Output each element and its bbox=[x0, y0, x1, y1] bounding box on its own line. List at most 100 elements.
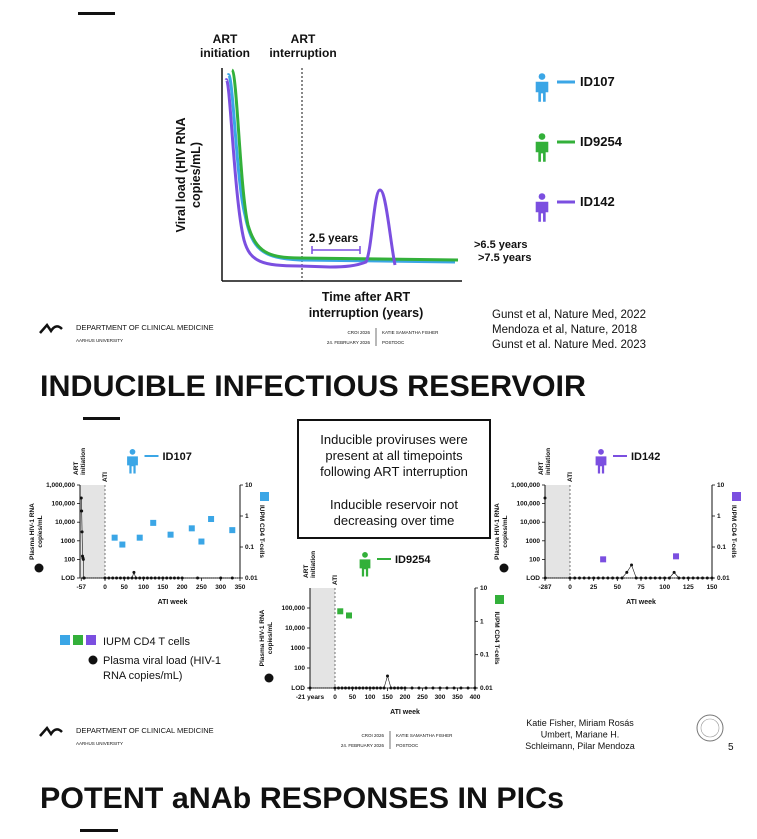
viral-load-point bbox=[601, 576, 605, 580]
viral-load-point bbox=[122, 576, 126, 580]
viral-load-point bbox=[587, 576, 591, 580]
y-tick-label: LOD bbox=[61, 575, 75, 582]
box-text: Inducible reservoir not bbox=[330, 497, 458, 512]
iupm-symbol bbox=[732, 492, 741, 501]
viral-load-point bbox=[543, 576, 547, 580]
y-axis-label: Plasma HIV-1 RNA bbox=[494, 503, 501, 560]
viral-load-point bbox=[149, 576, 153, 580]
iupm-symbol bbox=[260, 492, 269, 501]
person-icon bbox=[129, 449, 136, 455]
university: AARHUS UNIVERSITY bbox=[76, 741, 123, 746]
annotation: 2.5 years bbox=[309, 233, 358, 245]
university: AARHUS UNIVERSITY bbox=[76, 338, 123, 343]
viral-load-point bbox=[648, 576, 652, 580]
x-tick-label: 300 bbox=[435, 694, 446, 701]
iupm-symbol bbox=[495, 595, 504, 604]
viral-load-point bbox=[82, 576, 86, 580]
viral-load-point bbox=[438, 686, 442, 690]
role: POSTDOC bbox=[396, 743, 419, 748]
viral-load-point bbox=[630, 563, 634, 567]
legend-swatch bbox=[88, 655, 98, 665]
viral-load-point bbox=[196, 576, 200, 580]
viral-load-point bbox=[358, 686, 361, 690]
viral-load-point bbox=[372, 686, 375, 690]
viral-load-point bbox=[582, 576, 586, 580]
person-icon bbox=[535, 201, 549, 222]
department: DEPARTMENT OF CLINICAL MEDICINE bbox=[76, 726, 214, 735]
department: DEPARTMENT OF CLINICAL MEDICINE bbox=[76, 323, 214, 332]
presenter: KATIE SAMANTHA FISHER bbox=[396, 733, 453, 738]
viral-load-point bbox=[134, 576, 138, 580]
legend-label: RNA copies/mL) bbox=[103, 670, 182, 682]
conference: CROI 2026 bbox=[361, 733, 384, 738]
x-tick-label: 200 bbox=[400, 694, 411, 701]
role: POSTDOC bbox=[382, 340, 405, 345]
y-tick-label: 1000 bbox=[61, 538, 76, 545]
person-icon bbox=[535, 141, 549, 162]
y2-axis-label: IUPM CD4 T-cells bbox=[258, 505, 265, 558]
viral-load-point bbox=[145, 576, 149, 580]
x-tick-label: 75 bbox=[637, 584, 645, 591]
y-tick-label: 100,000 bbox=[517, 501, 541, 508]
y2-tick-label: 0.01 bbox=[717, 575, 730, 582]
legend-swatch bbox=[73, 635, 83, 645]
viral-load-point bbox=[682, 576, 686, 580]
y-tick-label: LOD bbox=[526, 575, 540, 582]
y2-tick-label: 10 bbox=[480, 585, 488, 592]
y-tick-label: 100 bbox=[529, 556, 540, 563]
legend-label: ID142 bbox=[631, 451, 660, 463]
reference: Gunst et al. Nature Med. 2023 bbox=[492, 339, 646, 351]
y-axis-label: Plasma HIV-1 RNA bbox=[29, 503, 36, 560]
viral-load-point bbox=[672, 570, 676, 574]
viral-load-point bbox=[410, 686, 414, 690]
iupm-point bbox=[337, 608, 344, 615]
reference: Gunst et al, Nature Med, 2022 bbox=[492, 309, 646, 321]
person-icon bbox=[362, 552, 368, 558]
annotation: initiation bbox=[200, 46, 250, 60]
y-axis-label: Plasma HIV-1 RNA copies/mL bbox=[29, 503, 44, 560]
viral-load-point bbox=[230, 576, 234, 580]
iupm-point bbox=[119, 541, 126, 548]
y-tick-label: 100,000 bbox=[52, 501, 76, 508]
viral-load-point bbox=[115, 576, 119, 580]
y-tick-label: 1,000,000 bbox=[46, 482, 75, 489]
viral-load-point bbox=[667, 576, 671, 580]
x-axis-label: ATI week bbox=[158, 599, 188, 606]
x-tick-label: 125 bbox=[683, 584, 694, 591]
x-tick-label: 0 bbox=[568, 584, 572, 591]
presenter: KATIE SAMANTHA FISHER bbox=[382, 330, 439, 335]
x-tick-label: 0 bbox=[103, 584, 107, 591]
person-icon bbox=[595, 456, 607, 474]
viral-load-point bbox=[577, 576, 581, 580]
viral-load-point bbox=[161, 576, 165, 580]
x-tick-label: -57 bbox=[77, 584, 87, 591]
viral-load-point bbox=[361, 686, 365, 690]
viral-load-point bbox=[691, 576, 695, 580]
viral-load-curve bbox=[230, 68, 459, 262]
x-tick-label: 100 bbox=[138, 584, 149, 591]
person-icon bbox=[535, 81, 549, 102]
x-tick-label: 25 bbox=[590, 584, 598, 591]
viral-load-point bbox=[344, 686, 347, 690]
viral-load-point bbox=[625, 570, 629, 574]
x-tick-label: 50 bbox=[614, 584, 622, 591]
iupm-point bbox=[111, 534, 118, 541]
legend-label: ID107 bbox=[580, 74, 615, 89]
legend-label: ID9254 bbox=[580, 134, 623, 149]
person-icon bbox=[538, 73, 546, 80]
viral-load-point bbox=[347, 686, 351, 690]
viral-load-point bbox=[393, 686, 396, 690]
annotation: initiation bbox=[80, 448, 87, 475]
viral-load-point bbox=[130, 576, 134, 580]
viral-load-point bbox=[386, 674, 389, 678]
person-icon bbox=[538, 193, 546, 200]
annotation: >6.5 years bbox=[474, 239, 528, 251]
viral-load-point bbox=[368, 686, 372, 690]
iupm-point bbox=[600, 556, 607, 563]
viral-load-point bbox=[308, 686, 312, 690]
viral-load-point bbox=[351, 686, 354, 690]
y2-tick-label: 0.01 bbox=[480, 685, 493, 692]
logo bbox=[39, 725, 63, 737]
viral-load-point bbox=[710, 576, 714, 580]
viral-load-symbol bbox=[499, 563, 509, 573]
